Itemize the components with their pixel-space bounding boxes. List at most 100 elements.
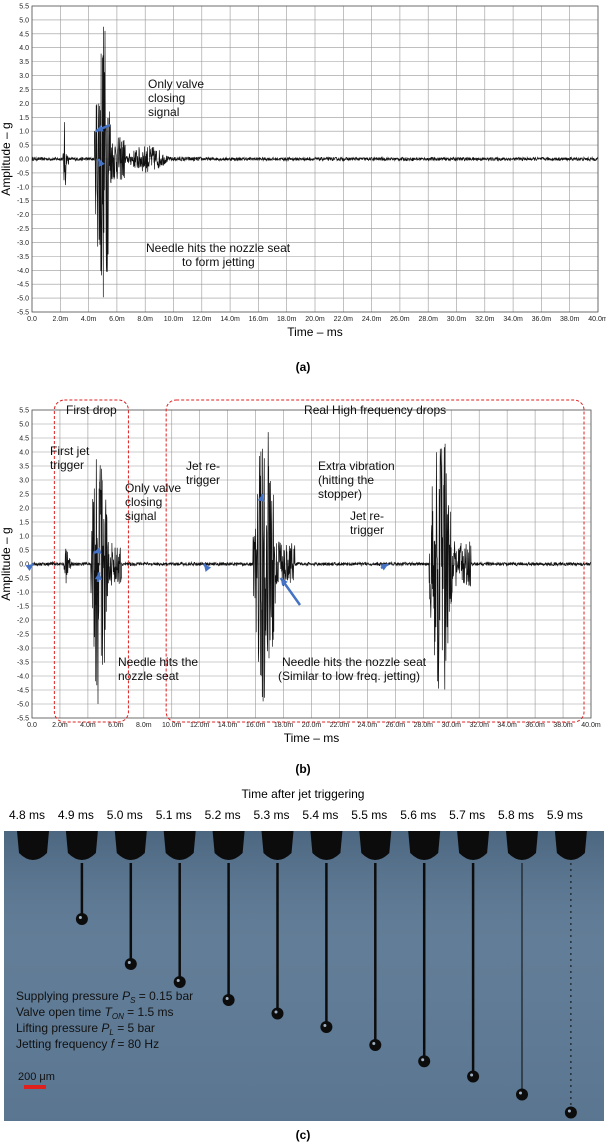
x-tick-label: 30.0m — [447, 316, 467, 323]
x-tick-label: 6.0m — [108, 722, 124, 729]
x-tick-label: 4.0m — [80, 722, 96, 729]
chart-a: 0.0 2.0m 4.0m 6.0m 8.0m 10.0m 12.0m 14.0m 16.0m 1… — [0, 4, 606, 340]
y-tick-label: -0.5 — [17, 576, 29, 583]
x-tick-label: 14.0m — [218, 722, 238, 729]
droplet-highlight — [127, 961, 131, 964]
y-tick-label: -4.5 — [17, 282, 29, 289]
y-tick-label: -1.5 — [17, 198, 29, 205]
droplet-highlight — [78, 916, 82, 919]
frame-label: 5.9 ms — [547, 808, 583, 822]
droplet-highlight — [372, 1042, 376, 1045]
nozzle — [359, 831, 392, 860]
annotation-text: Needle hits the nozzle seat to form jetti… — [146, 241, 291, 269]
frame-label: 4.9 ms — [58, 808, 94, 822]
x-tick-label: 24.0m — [362, 316, 382, 323]
y-tick-label: -4.0 — [17, 268, 29, 275]
droplet — [564, 1106, 577, 1119]
panel-label-b: (b) — [295, 762, 311, 776]
x-tick-label: 22.0m — [334, 316, 354, 323]
x-tick-label: 34.0m — [503, 316, 523, 323]
figure-c: 4.8 ms 4.9 ms 5.0 ms 5.1 ms 5.2 ms 5.3 ms 5.4 … — [4, 808, 604, 1121]
frame-label: 5.3 ms — [253, 808, 289, 822]
y-tick-label: -3.0 — [17, 646, 29, 653]
x-tick-label: 2.0m — [52, 722, 68, 729]
annotation-text: First jet trigger — [50, 444, 90, 472]
x-tick-label: 36.0m — [525, 722, 545, 729]
x-tick-label: 8.0m — [137, 316, 153, 323]
x-tick-label: 0.0 — [27, 722, 37, 729]
y-tick-label: -4.5 — [17, 688, 29, 695]
y-tick-label: -1.0 — [17, 590, 29, 597]
x-tick-label: 28.0m — [418, 316, 438, 323]
y-tick-label: 2.0 — [19, 506, 29, 513]
annotation-arrowhead — [94, 572, 102, 580]
droplet-image-shade — [4, 831, 604, 1121]
y-tick-label: -5.0 — [17, 296, 29, 303]
droplet — [320, 1021, 333, 1033]
y-tick-label: 5.5 — [19, 408, 29, 415]
droplet-highlight — [323, 1024, 327, 1027]
x-tick-label: 18.0m — [277, 316, 297, 323]
droplet — [467, 1070, 480, 1083]
nozzle — [310, 831, 343, 860]
y-tick-label: 5.5 — [19, 4, 29, 11]
annotation-arrowhead — [257, 494, 265, 502]
droplet-highlight — [470, 1073, 474, 1077]
nozzle — [506, 831, 538, 860]
x-tick-label: 0.0 — [27, 316, 37, 323]
y-tick-label: 1.0 — [19, 129, 29, 136]
x-tick-label: 38.0m — [553, 722, 573, 729]
frame-label: 4.8 ms — [9, 808, 45, 822]
y-tick-label: 3.0 — [19, 73, 29, 80]
scale-bar — [24, 1085, 46, 1089]
x-tick-label: 30.0m — [442, 722, 462, 729]
droplet — [516, 1088, 528, 1101]
nozzle — [261, 831, 294, 860]
droplet — [369, 1039, 382, 1051]
y-tick-label: 0.5 — [19, 548, 29, 555]
y-tick-label: 4.0 — [19, 45, 29, 52]
droplet-highlight — [567, 1109, 571, 1113]
region-label: First drop — [66, 403, 117, 417]
x-axis-label: Time – ms — [284, 731, 340, 745]
y-tick-label: 2.5 — [19, 492, 29, 499]
x-tick-label: 22.0m — [330, 722, 350, 729]
y-tick-label: 4.5 — [19, 436, 29, 443]
x-tick-label: 12.0m — [192, 316, 212, 323]
y-tick-label: -3.5 — [17, 660, 29, 667]
y-tick-label: 0.0 — [19, 157, 29, 164]
region-box — [165, 399, 585, 723]
parameter-line: Supplying pressure PS = 0.15 bar — [16, 989, 193, 1005]
y-tick-label: 0.0 — [19, 562, 29, 569]
annotation-text: Needle hits the nozzle seat (Similar to l… — [278, 655, 427, 683]
panel-label-a: (a) — [295, 360, 311, 374]
y-tick-label: 3.0 — [19, 478, 29, 485]
nozzle — [17, 831, 49, 860]
chart-a-group: 0.0 2.0m 4.0m 6.0m 8.0m 10.0m 12.0m 14.0m 16.0m 1… — [0, 4, 606, 340]
droplet — [222, 994, 235, 1006]
droplet-highlight — [225, 997, 229, 1000]
annotation-text: Jet re-trigger — [186, 459, 220, 487]
region-label: Real High frequency drops — [304, 403, 446, 417]
nozzle — [65, 831, 98, 860]
y-tick-label: 2.5 — [19, 87, 29, 94]
y-tick-label: -3.5 — [17, 254, 29, 261]
signal-series — [31, 432, 591, 704]
y-tick-label: -5.5 — [17, 716, 29, 723]
x-tick-label: 16.0m — [246, 722, 266, 729]
annotation-arrowhead — [380, 564, 389, 571]
y-tick-label: 5.0 — [19, 17, 29, 24]
annotation-text: Extra vibration (hitting the stopper) — [318, 459, 395, 501]
x-tick-label: 32.0m — [475, 316, 495, 323]
x-tick-label: 36.0m — [532, 316, 552, 323]
x-tick-label: 38.0m — [560, 316, 580, 323]
y-axis-label: Amplitude – g — [0, 527, 13, 600]
annotation-arrowhead — [98, 159, 105, 167]
y-tick-label: 1.5 — [19, 520, 29, 527]
nozzle — [554, 831, 587, 860]
x-tick-label: 16.0m — [249, 316, 269, 323]
annotation-text: Needle hits the nozzle seat — [118, 655, 198, 683]
droplet — [271, 1007, 284, 1020]
droplet-highlight — [176, 979, 180, 982]
x-tick-label: 40.0m — [581, 722, 601, 729]
